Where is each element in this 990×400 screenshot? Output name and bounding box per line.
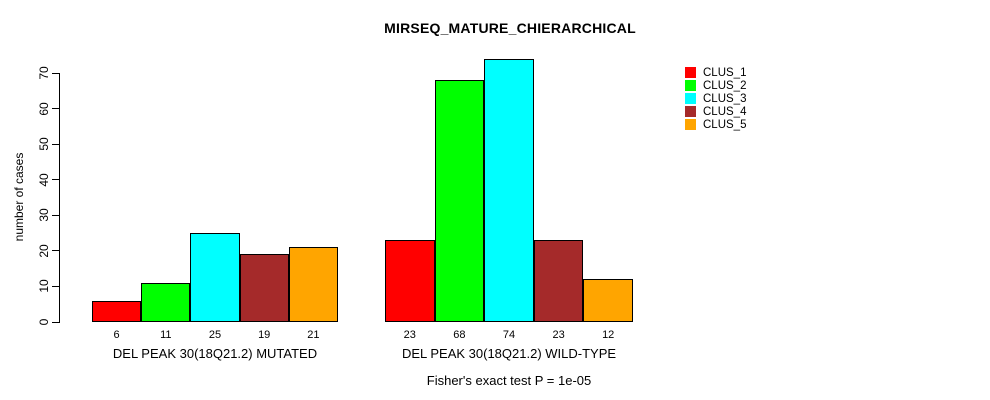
group-label-wild-type: DEL PEAK 30(18Q21.2) WILD-TYPE xyxy=(401,346,617,361)
bar-clus_5-group2 xyxy=(583,279,633,322)
legend-label: CLUS_2 xyxy=(703,79,747,92)
group-label-mutated: DEL PEAK 30(18Q21.2) MUTATED xyxy=(112,346,318,361)
y-axis-line xyxy=(59,73,60,323)
bar-clus_2-group2 xyxy=(434,80,485,322)
bar-clus_1-group2 xyxy=(385,240,435,322)
legend-swatch-icon xyxy=(685,119,696,130)
y-axis-tick-label: 40 xyxy=(37,173,51,187)
legend: CLUS_1 CLUS_2 CLUS_3 CLUS_4 CLUS_5 xyxy=(685,66,746,131)
bar-clus_3-group1 xyxy=(190,233,240,322)
y-axis-tick-label: 0 xyxy=(37,318,51,326)
bar-value-label: 23 xyxy=(552,329,565,341)
y-axis-tick xyxy=(52,321,59,323)
y-axis-tick-label: 10 xyxy=(37,279,51,294)
legend-label: CLUS_1 xyxy=(703,66,747,79)
y-axis-tick xyxy=(52,179,59,181)
y-axis-tick-label: 70 xyxy=(37,66,51,80)
bar-value-label: 11 xyxy=(160,329,172,341)
legend-row-clus_1: CLUS_1 xyxy=(685,66,746,79)
legend-row-clus_3: CLUS_3 xyxy=(685,92,746,105)
legend-row-clus_2: CLUS_2 xyxy=(685,79,746,92)
legend-row-clus_4: CLUS_4 xyxy=(685,105,746,118)
bar-clus_1-group1 xyxy=(92,300,142,322)
legend-swatch-icon xyxy=(685,80,696,91)
bar-value-label: 68 xyxy=(453,329,466,341)
legend-swatch-icon xyxy=(685,93,696,104)
y-axis-tick xyxy=(52,250,59,252)
bar-clus_4-group2 xyxy=(533,240,584,322)
chart-title: MIRSEQ_MATURE_CHIERARCHICAL xyxy=(384,20,636,36)
bar-clus_3-group2 xyxy=(484,58,534,322)
y-axis-title: number of cases xyxy=(12,152,26,242)
bar-value-label: 23 xyxy=(403,329,416,341)
y-axis-tick xyxy=(52,285,59,287)
y-axis-tick xyxy=(52,72,59,74)
bar-value-label: 25 xyxy=(208,329,222,341)
legend-row-clus_5: CLUS_5 xyxy=(685,118,746,131)
bar-clus_4-group1 xyxy=(239,254,289,322)
legend-label: CLUS_3 xyxy=(703,92,747,105)
y-axis-tick xyxy=(52,214,59,216)
legend-label: CLUS_5 xyxy=(703,118,747,131)
bar-value-label: 12 xyxy=(602,329,615,341)
bar-value-label: 19 xyxy=(258,329,271,341)
bar-value-label: 6 xyxy=(113,329,120,341)
y-axis-tick-label: 30 xyxy=(37,208,51,222)
legend-swatch-icon xyxy=(685,106,696,117)
y-axis-tick-label: 50 xyxy=(37,137,51,151)
legend-swatch-icon xyxy=(685,67,696,78)
bar-value-label: 21 xyxy=(307,329,320,341)
legend-label: CLUS_4 xyxy=(703,105,747,118)
y-axis-tick xyxy=(52,143,59,145)
bar-clus_2-group1 xyxy=(141,282,191,322)
y-axis-tick-label: 20 xyxy=(37,244,51,258)
bar-value-label: 74 xyxy=(502,329,516,341)
fisher-test-annotation: Fisher's exact test P = 1e-05 xyxy=(426,373,592,388)
y-axis-tick xyxy=(52,108,59,110)
y-axis-tick-label: 60 xyxy=(37,101,51,116)
bar-clus_5-group1 xyxy=(288,247,338,322)
